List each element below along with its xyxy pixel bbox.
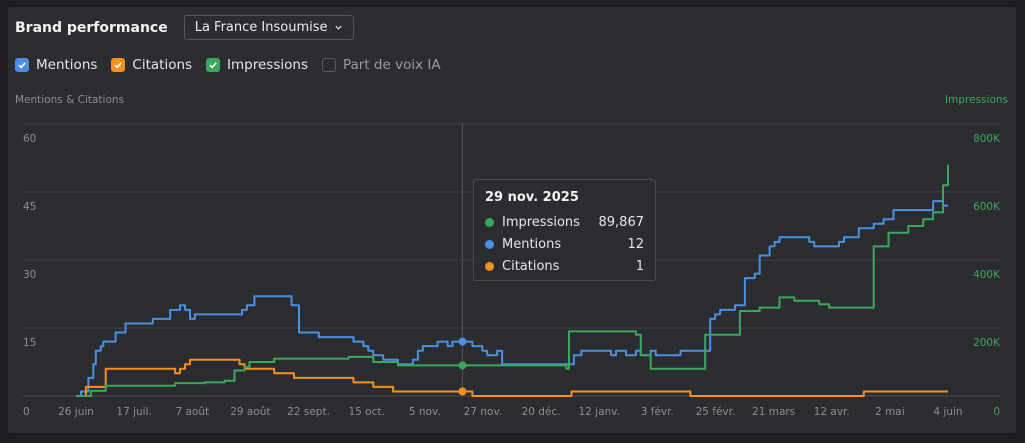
- tooltip-series-name: Mentions: [502, 236, 562, 252]
- chart-title: Brand performance: [15, 19, 168, 36]
- x-tick-label: 3 févr.: [641, 406, 674, 418]
- legend-label: Part de voix IA: [342, 57, 441, 73]
- hover-tooltip: 29 nov. 2025 Impressions 89,867 Mentions…: [473, 179, 656, 281]
- hover-point-citations: [458, 387, 467, 396]
- series-line-citations: [76, 358, 948, 397]
- tooltip-date: 29 nov. 2025: [485, 190, 579, 205]
- x-tick-label: 17 juil.: [116, 406, 151, 418]
- hover-point-mentions: [458, 337, 467, 346]
- legend-impressions-toggle[interactable]: Impressions: [206, 57, 308, 73]
- tooltip-series-value: 89,867: [598, 214, 645, 230]
- legend-citations-toggle[interactable]: Citations: [111, 57, 192, 73]
- tooltip-series-name: Citations: [502, 258, 560, 274]
- y-right-tick-label: 800K: [973, 133, 1001, 145]
- y-left-tick-label: 15: [23, 337, 36, 349]
- legend-label: Impressions: [227, 57, 308, 73]
- checkbox-unchecked-icon: [321, 58, 336, 72]
- series-legend: Mentions Citations Impressions Part de v…: [15, 57, 441, 73]
- legend-label: Citations: [132, 57, 193, 73]
- x-tick-label: 5 nov.: [409, 406, 441, 418]
- x-tick-label: 15 oct.: [348, 406, 384, 418]
- x-tick-label: 25 févr.: [696, 406, 736, 418]
- x-tick-label: 21 mars: [752, 406, 795, 418]
- y-left-tick-label: 45: [23, 201, 36, 213]
- chevron-down-icon: [334, 25, 342, 30]
- x-tick-label: 12 avr.: [814, 406, 850, 418]
- tooltip-row: Impressions 89,867: [485, 211, 644, 233]
- y-right-tick-label: 400K: [973, 269, 1001, 281]
- left-axis-title: Mentions & Citations: [15, 94, 125, 106]
- series-line-impressions: [76, 164, 949, 397]
- checkbox-checked-icon: [15, 58, 29, 72]
- brand-select[interactable]: La France Insoumise: [183, 15, 354, 40]
- right-axis-title: Impressions: [945, 94, 1008, 106]
- x-tick-label: 26 juin: [58, 406, 94, 418]
- series-dot-icon: [485, 239, 494, 249]
- hover-point-impressions: [458, 361, 467, 370]
- series-dot-icon: [485, 261, 494, 271]
- y-right-tick-label: 200K: [973, 337, 1001, 349]
- x-tick-label: 20 déc.: [522, 406, 561, 418]
- x-tick-label: 2 mai: [875, 406, 905, 418]
- tooltip-row: Citations 1: [485, 255, 644, 277]
- x-tick-label: 29 août: [230, 406, 270, 418]
- y-left-tick-label: 30: [23, 269, 36, 281]
- tooltip-series-name: Impressions: [502, 214, 580, 230]
- x-tick-label: 4 juin: [933, 406, 962, 418]
- series-dot-icon: [485, 217, 494, 227]
- checkbox-checked-icon: [111, 58, 126, 72]
- checkbox-checked-icon: [206, 58, 221, 72]
- y-right-tick-label: 600K: [973, 201, 1001, 213]
- legend-share-of-voice-toggle[interactable]: Part de voix IA: [321, 57, 441, 73]
- legend-label: Mentions: [36, 57, 98, 73]
- legend-mentions-toggle[interactable]: Mentions: [15, 57, 97, 73]
- x-tick-label: 12 janv.: [578, 406, 619, 418]
- series-line-mentions: [76, 200, 948, 397]
- brand-select-label: La France Insoumise: [194, 20, 328, 35]
- x-tick-label: 22 sept.: [287, 406, 330, 418]
- y-right-tick-label: 0: [993, 406, 1000, 418]
- tooltip-series-value: 12: [627, 236, 644, 252]
- tooltip-row: Mentions 12: [485, 233, 644, 255]
- x-tick-label: 27 nov.: [464, 406, 503, 418]
- y-left-tick-label: 0: [23, 406, 30, 418]
- x-tick-label: 7 août: [175, 406, 209, 418]
- chart-header: Brand performance La France Insoumise: [15, 15, 354, 40]
- y-left-tick-label: 60: [23, 133, 36, 145]
- tooltip-series-value: 1: [635, 258, 644, 274]
